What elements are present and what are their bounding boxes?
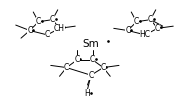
Text: C: C	[148, 15, 153, 24]
Text: C: C	[155, 24, 160, 33]
Text: C: C	[134, 17, 139, 26]
Text: CH: CH	[54, 24, 65, 33]
Text: C: C	[64, 63, 69, 72]
Text: C: C	[50, 15, 55, 24]
Text: C: C	[45, 30, 50, 39]
Text: C: C	[125, 26, 130, 35]
Text: H: H	[85, 89, 90, 98]
Text: C: C	[36, 17, 41, 26]
Text: Sm: Sm	[83, 39, 99, 49]
Text: C: C	[90, 55, 95, 64]
Text: C: C	[88, 71, 94, 80]
Text: HC: HC	[140, 30, 151, 39]
Text: C: C	[74, 55, 80, 64]
Text: C: C	[101, 63, 106, 72]
Text: C: C	[27, 26, 32, 35]
